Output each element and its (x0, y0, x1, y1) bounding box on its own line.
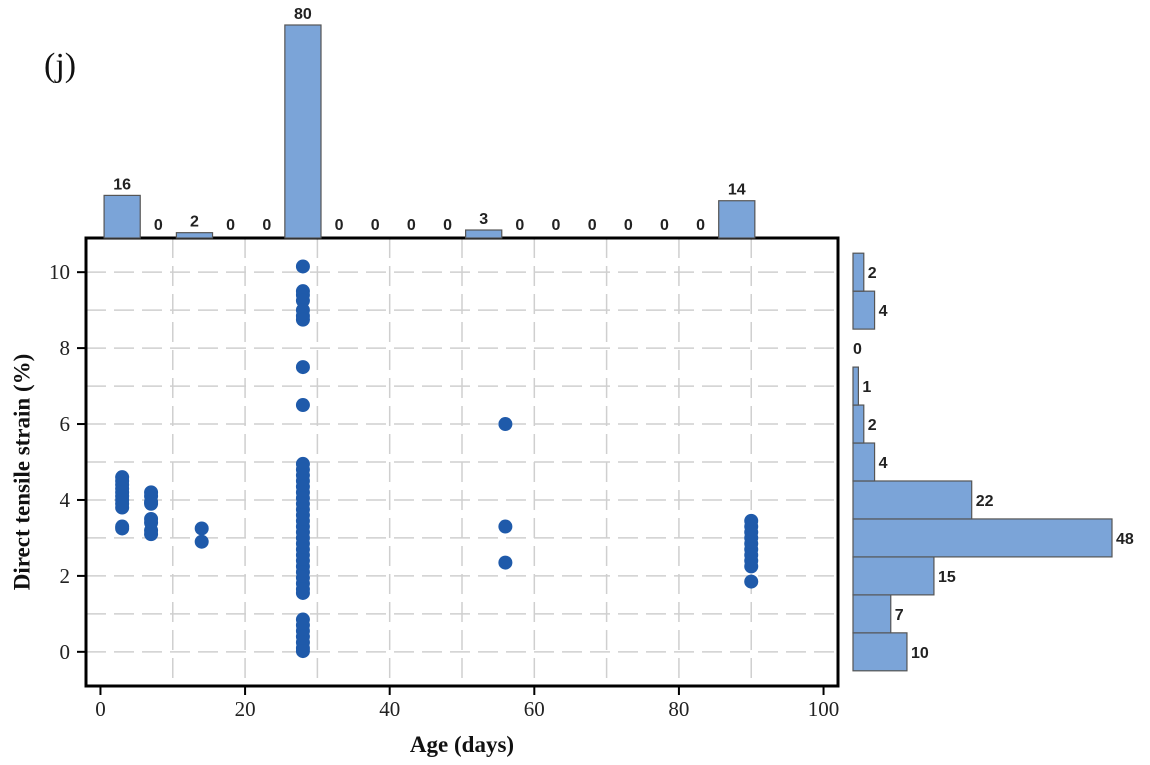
y-histogram-bar (852, 442, 876, 482)
y-histogram-bar (852, 518, 1113, 558)
data-point (115, 521, 130, 536)
panel-label: (j) (44, 47, 76, 84)
y-histogram-count: 10 (911, 645, 929, 662)
y-histogram-count: 2 (868, 417, 877, 434)
y-tick-label: 8 (60, 336, 71, 360)
data-point (744, 559, 759, 574)
x-histogram-count: 0 (588, 217, 597, 234)
x-tick-label: 60 (524, 697, 545, 721)
data-point (295, 644, 310, 659)
data-point (498, 519, 513, 534)
x-histogram-bar (465, 229, 503, 239)
y-tick-label: 10 (49, 260, 70, 284)
x-tick-label: 100 (808, 697, 840, 721)
x-histogram-count: 0 (407, 217, 416, 234)
y-histogram-count: 22 (976, 493, 994, 510)
data-point (498, 555, 513, 570)
x-histogram-bar (284, 24, 322, 239)
x-histogram-count: 3 (479, 211, 488, 228)
data-point (295, 398, 310, 413)
x-histogram-count: 0 (226, 217, 235, 234)
y-histogram-count: 7 (895, 607, 904, 624)
x-histogram-count: 0 (515, 217, 524, 234)
y-histogram-count: 4 (879, 455, 888, 472)
y-histogram-bar (852, 290, 876, 330)
x-histogram-count: 0 (335, 217, 344, 234)
data-point (144, 496, 159, 511)
x-histogram-bar (718, 200, 756, 239)
x-tick-label: 80 (668, 697, 689, 721)
y-histogram-count: 1 (862, 379, 871, 396)
y-histogram-count: 4 (879, 303, 888, 320)
y-histogram-bar (852, 404, 865, 444)
plot-frame (84, 236, 840, 688)
y-axis: 0 2 4 6 8 10 (49, 260, 86, 664)
y-histogram-bar (852, 252, 865, 292)
y-histogram-bar (852, 632, 908, 672)
y-axis-title: Direct tensile strain (%) (9, 354, 34, 591)
y-histogram-count: 0 (853, 341, 862, 358)
y-tick-label: 0 (60, 640, 71, 664)
x-histogram-count: 0 (660, 217, 669, 234)
x-histogram: 16 0 2 0 0 80 0 0 0 0 3 0 0 0 0 0 0 14 (103, 6, 756, 239)
data-point (115, 500, 130, 515)
x-histogram-count: 2 (190, 214, 199, 231)
y-histogram-bar (852, 480, 973, 520)
data-point (744, 574, 759, 589)
x-histogram-count: 0 (262, 217, 271, 234)
y-tick-label: 6 (60, 412, 71, 436)
x-tick-label: 40 (379, 697, 400, 721)
data-point (295, 360, 310, 375)
data-point (295, 259, 310, 274)
y-histogram-count: 2 (868, 265, 877, 282)
x-histogram-count: 0 (624, 217, 633, 234)
x-histogram-bar (175, 232, 214, 239)
x-histogram-count: 16 (113, 176, 131, 193)
data-points (115, 259, 759, 659)
grid (86, 238, 838, 686)
y-histogram-bar (852, 594, 892, 634)
x-tick-label: 20 (235, 697, 256, 721)
x-histogram-bar (103, 194, 141, 239)
y-histogram-count: 48 (1116, 531, 1134, 548)
data-point (498, 417, 513, 432)
y-histogram-count: 15 (938, 569, 956, 586)
y-histogram-bar (852, 556, 935, 596)
x-histogram-count: 80 (294, 6, 312, 23)
y-histogram-bar (852, 366, 859, 406)
y-tick-label: 4 (60, 488, 71, 512)
data-point (144, 527, 159, 542)
y-tick-label: 2 (60, 564, 71, 588)
data-point (194, 521, 209, 536)
data-point (295, 312, 310, 327)
x-tick-label: 0 (95, 697, 106, 721)
x-axis: 0 20 40 60 80 100 (95, 686, 839, 721)
x-histogram-count: 0 (552, 217, 561, 234)
data-point (194, 534, 209, 549)
x-histogram-count: 0 (443, 217, 452, 234)
x-histogram-count: 14 (728, 182, 746, 199)
x-histogram-count: 0 (154, 217, 163, 234)
data-point (295, 585, 310, 600)
x-histogram-count: 0 (696, 217, 705, 234)
x-axis-title: Age (days) (410, 732, 514, 757)
x-histogram-count: 0 (371, 217, 380, 234)
